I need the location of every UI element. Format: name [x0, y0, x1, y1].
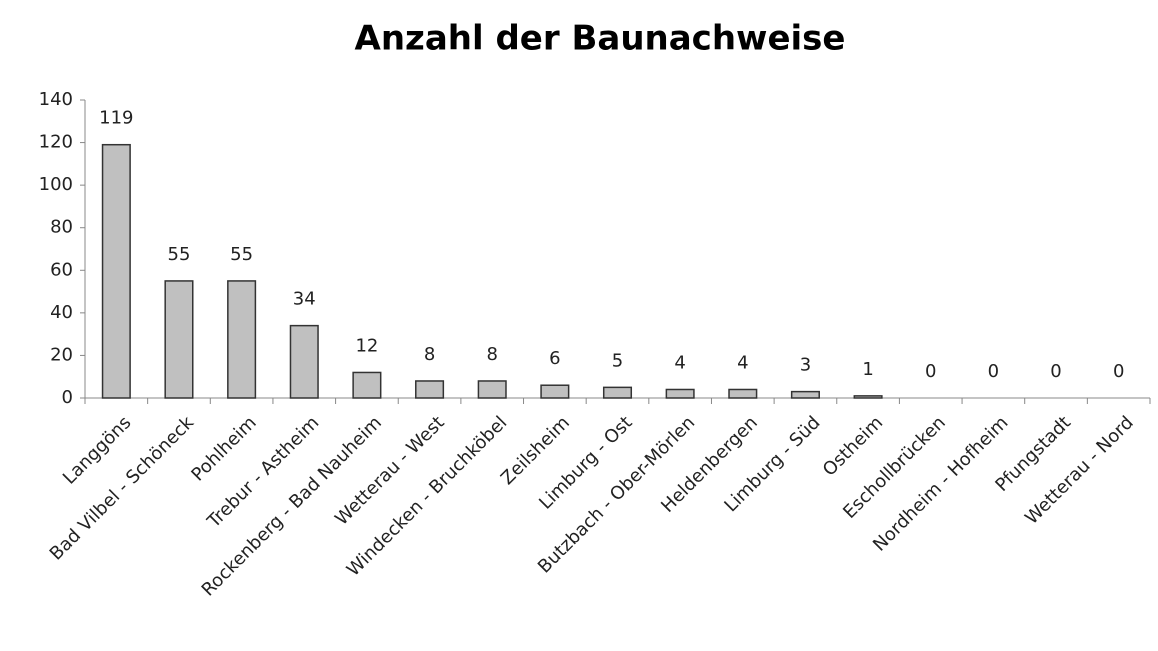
x-tick-label: Wetterau - Nord: [1021, 412, 1138, 529]
x-tick-label: Wetterau - West: [331, 412, 448, 529]
chart-title: Anzahl der Baunachweise: [355, 19, 846, 59]
data-label: 0: [988, 361, 999, 382]
y-tick-label: 100: [39, 174, 73, 195]
data-label: 4: [674, 352, 685, 373]
data-label: 0: [1113, 361, 1124, 382]
data-label: 34: [293, 289, 316, 310]
data-label: 12: [355, 335, 378, 356]
bar: [728, 388, 758, 399]
bar: [352, 371, 382, 399]
bar: [415, 380, 445, 399]
y-tick-label: 120: [39, 132, 73, 153]
bar: [101, 143, 131, 399]
bar: [602, 386, 633, 399]
bar: [540, 384, 570, 399]
bar: [289, 324, 319, 399]
bar: [477, 380, 507, 399]
y-tick-label: 0: [62, 387, 73, 408]
bar: [227, 280, 257, 399]
data-label: 0: [1050, 361, 1061, 382]
data-label: 8: [424, 344, 435, 365]
data-label: 5: [612, 350, 623, 371]
y-tick-label: 40: [50, 302, 73, 323]
bar: [790, 390, 820, 399]
data-label: 55: [168, 244, 191, 265]
y-tick-label: 140: [39, 89, 73, 110]
y-tick-label: 20: [50, 344, 73, 365]
data-label: 6: [549, 348, 560, 369]
data-label: 55: [230, 244, 253, 265]
bar: [853, 395, 883, 399]
data-label: 3: [800, 355, 811, 376]
bar: [164, 280, 194, 399]
data-label: 119: [99, 108, 133, 129]
data-label: 0: [925, 361, 936, 382]
data-label: 4: [737, 352, 748, 373]
bar: [665, 388, 695, 399]
x-tick-label: Trebur - Astheim: [203, 412, 323, 532]
y-tick-label: 60: [50, 259, 73, 280]
data-label: 8: [486, 344, 497, 365]
y-tick-label: 80: [50, 217, 73, 238]
data-label: 1: [862, 359, 873, 380]
